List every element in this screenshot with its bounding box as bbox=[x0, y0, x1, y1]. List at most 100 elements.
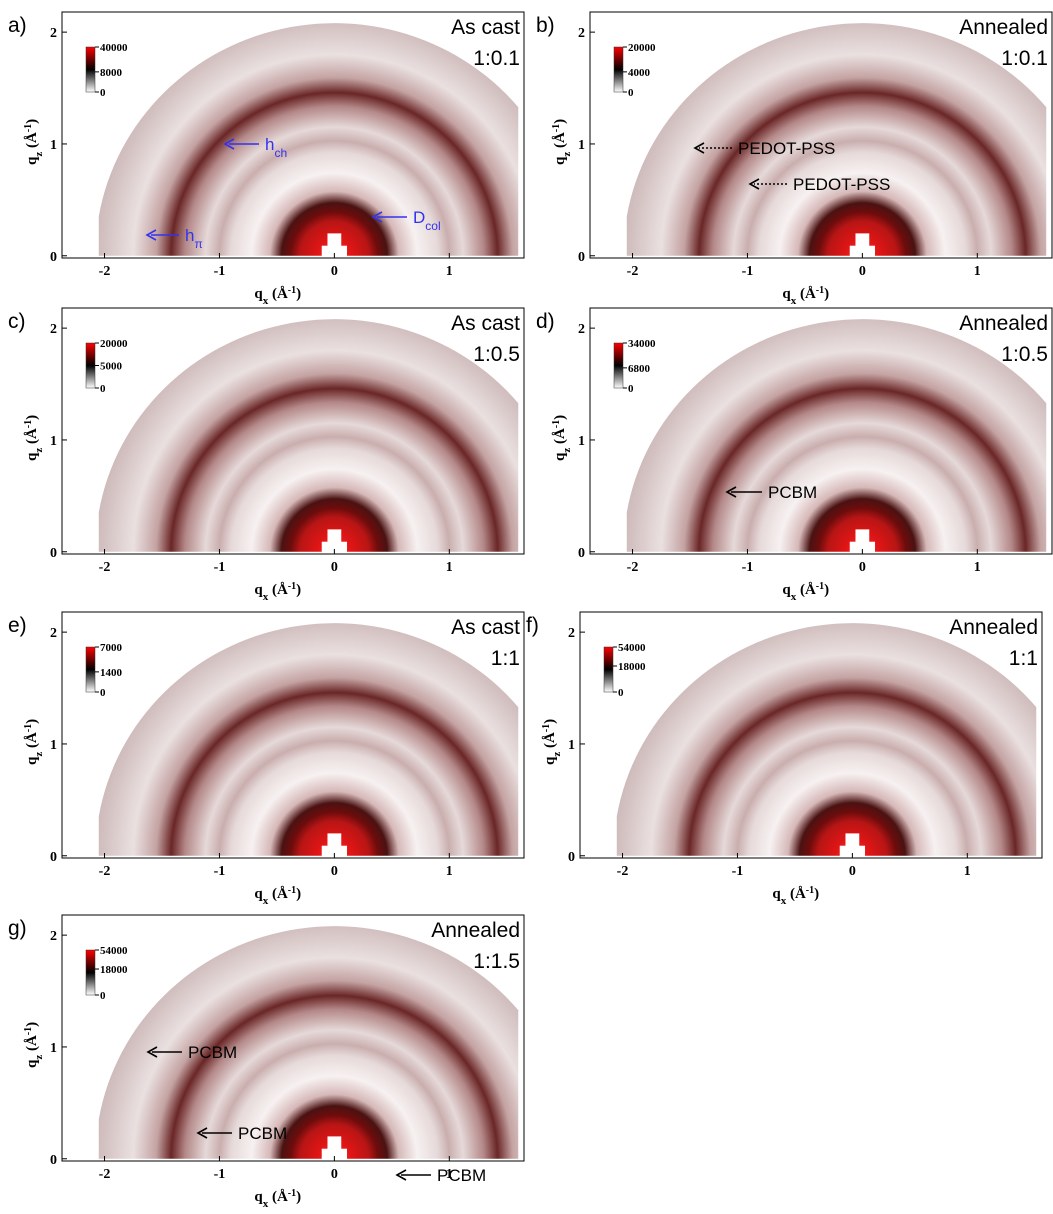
y-axis-label-symbol: q bbox=[552, 452, 568, 461]
x-tick-label: -1 bbox=[214, 560, 226, 575]
y-axis-label-subscript: z bbox=[33, 1055, 45, 1060]
y-axis-label-close: ) bbox=[552, 415, 568, 420]
detector-image bbox=[626, 319, 1047, 552]
y-tick-label: 1 bbox=[50, 738, 57, 753]
beamstop bbox=[321, 541, 348, 553]
y-tick-label: 2 bbox=[50, 929, 57, 944]
colorbar-tick-label: 0 bbox=[628, 87, 634, 99]
x-tick-label: 0 bbox=[331, 864, 338, 879]
y-axis-label-unit: (Å bbox=[24, 732, 40, 752]
beamstop bbox=[839, 845, 866, 857]
colorbar-tick-label: 4000 bbox=[628, 67, 651, 79]
panel-label: b) bbox=[536, 14, 555, 37]
x-tick-label: 0 bbox=[331, 264, 338, 279]
x-tick-label: 1 bbox=[446, 864, 453, 879]
x-tick-label: 1 bbox=[974, 560, 981, 575]
x-axis-label-close: ) bbox=[296, 1189, 301, 1205]
y-axis-label-symbol: q bbox=[24, 452, 40, 461]
y-axis-label-subscript: z bbox=[561, 448, 573, 453]
x-axis-label-exponent: -1 bbox=[806, 885, 814, 896]
y-axis-label-close: ) bbox=[24, 119, 40, 124]
y-axis-label: qz (Å-1) bbox=[23, 119, 46, 165]
x-axis-label-unit: (Å bbox=[786, 886, 806, 902]
y-axis-label-unit: (Å bbox=[24, 428, 40, 448]
x-axis-label: qx (Å-1) bbox=[782, 581, 829, 604]
x-axis-label-subscript: x bbox=[263, 295, 269, 307]
x-axis-label-symbol: q bbox=[772, 886, 781, 902]
x-axis-label-unit: (Å bbox=[268, 886, 288, 902]
beamstop bbox=[321, 1148, 348, 1160]
x-tick-label: -2 bbox=[99, 560, 111, 575]
detector-image bbox=[98, 319, 519, 552]
annotation-subscript: π bbox=[194, 237, 202, 251]
y-axis-label-exponent: -1 bbox=[23, 1027, 34, 1035]
y-axis-label: qz (Å-1) bbox=[541, 719, 564, 765]
y-axis-label-exponent: -1 bbox=[23, 420, 34, 428]
y-axis-label-unit: (Å bbox=[24, 1035, 40, 1055]
annotation-arrowhead bbox=[146, 1046, 158, 1058]
y-axis-label-unit: (Å bbox=[552, 132, 568, 152]
y-axis-label-close: ) bbox=[24, 415, 40, 420]
y-tick-label: 0 bbox=[578, 546, 585, 561]
colorbar bbox=[85, 342, 96, 389]
x-tick-label: -1 bbox=[742, 560, 754, 575]
colorbar-tick-label: 54000 bbox=[618, 642, 646, 654]
colorbar-tick-label: 18000 bbox=[100, 964, 128, 976]
y-tick-label: 1 bbox=[50, 434, 57, 449]
panel-title: 1:1 bbox=[491, 647, 520, 670]
x-axis-label-subscript: x bbox=[263, 591, 269, 603]
x-axis-label-unit: (Å bbox=[796, 582, 816, 598]
x-axis-label-exponent: -1 bbox=[288, 885, 296, 896]
annotation-text: h bbox=[265, 135, 274, 154]
x-tick-label: -2 bbox=[99, 264, 111, 279]
y-axis-label: qz (Å-1) bbox=[23, 719, 46, 765]
x-axis-label-unit: (Å bbox=[796, 286, 816, 302]
x-axis-label-symbol: q bbox=[254, 1189, 263, 1205]
annotation-arrowhead bbox=[748, 178, 760, 190]
x-tick-label: 1 bbox=[446, 264, 453, 279]
x-axis-label-symbol: q bbox=[254, 582, 263, 598]
x-axis-label: qx (Å-1) bbox=[254, 885, 301, 908]
x-axis-label: qx (Å-1) bbox=[782, 285, 829, 308]
x-axis-label-close: ) bbox=[824, 286, 829, 302]
colorbar bbox=[613, 46, 624, 93]
y-tick-label: 1 bbox=[50, 1041, 57, 1056]
x-axis-label-symbol: q bbox=[782, 286, 791, 302]
plot-frame bbox=[61, 611, 525, 859]
x-tick-label: -2 bbox=[627, 264, 639, 279]
beamstop bbox=[321, 845, 348, 857]
panel-label: d) bbox=[536, 310, 555, 333]
x-axis-label: qx (Å-1) bbox=[254, 285, 301, 308]
y-axis-label-exponent: -1 bbox=[541, 724, 552, 732]
detector-image bbox=[616, 623, 1037, 856]
annotation: PEDOT-PSS bbox=[793, 175, 890, 194]
y-tick-label: 1 bbox=[568, 738, 575, 753]
annotation-text: PCBM bbox=[768, 483, 817, 502]
x-axis-label-unit: (Å bbox=[268, 1189, 288, 1205]
y-tick-label: 0 bbox=[578, 250, 585, 265]
y-axis-label-subscript: z bbox=[33, 152, 45, 157]
x-axis-label-subscript: x bbox=[791, 591, 797, 603]
annotation-text: PEDOT-PSS bbox=[738, 139, 835, 158]
x-tick-label: -2 bbox=[617, 864, 629, 879]
x-tick-label: 0 bbox=[859, 264, 866, 279]
colorbar-tick-label: 0 bbox=[100, 87, 106, 99]
y-axis-label-symbol: q bbox=[24, 1059, 40, 1068]
x-axis-label-subscript: x bbox=[263, 895, 269, 907]
y-axis-label-unit: (Å bbox=[542, 732, 558, 752]
plot-frame bbox=[589, 11, 1053, 259]
colorbar-tick-label: 34000 bbox=[628, 338, 656, 350]
y-axis-label: qz (Å-1) bbox=[551, 415, 574, 461]
y-axis-label-exponent: -1 bbox=[23, 724, 34, 732]
panel-title: 1:0.1 bbox=[1001, 47, 1048, 70]
x-tick-label: 1 bbox=[974, 264, 981, 279]
y-axis-label-symbol: q bbox=[542, 756, 558, 765]
x-axis-label-unit: (Å bbox=[268, 286, 288, 302]
plot-frame bbox=[579, 611, 1043, 859]
x-tick-label: 0 bbox=[849, 864, 856, 879]
y-axis-label: qz (Å-1) bbox=[23, 415, 46, 461]
colorbar-tick-label: 54000 bbox=[100, 945, 128, 957]
